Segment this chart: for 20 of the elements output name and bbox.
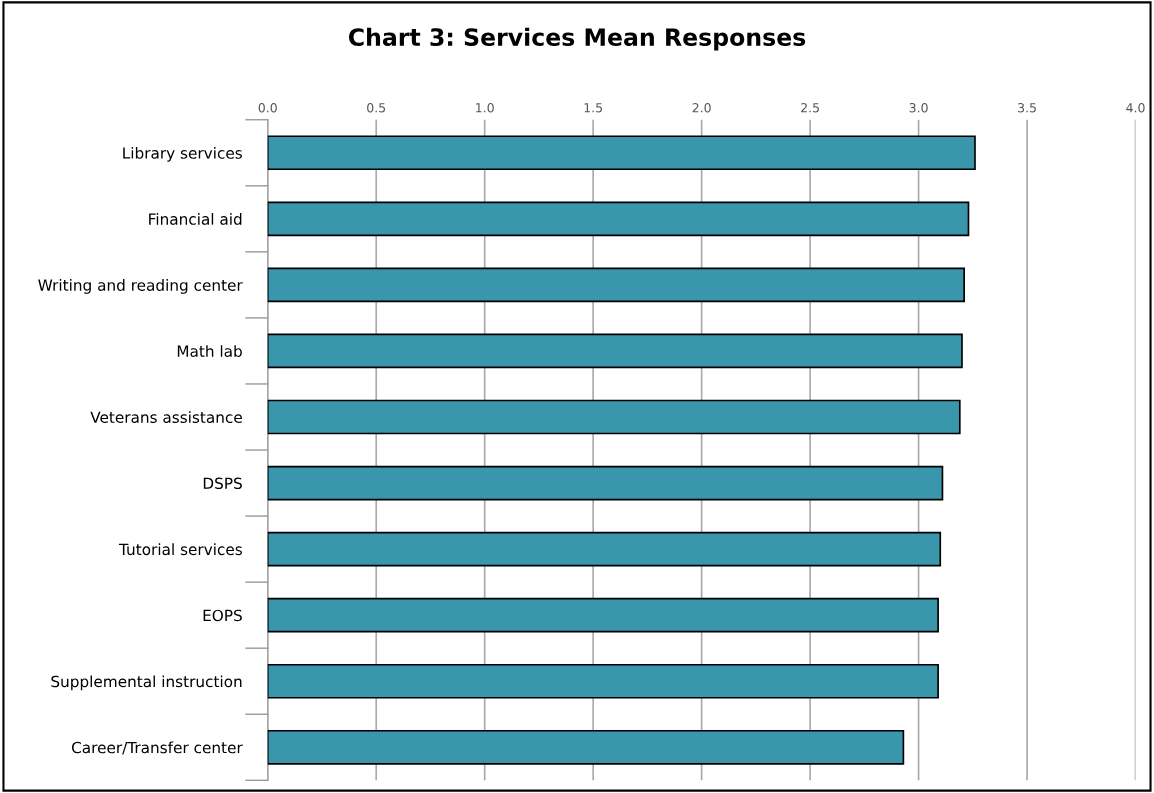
x-tick-label: 2.0 bbox=[692, 103, 711, 113]
x-tick-label: 1.5 bbox=[584, 103, 602, 113]
y-tick-label: Writing and reading center bbox=[38, 279, 243, 294]
x-tick-label: 0.5 bbox=[367, 103, 386, 113]
x-tick-label: 0.0 bbox=[258, 103, 277, 113]
y-tick-label: Veterans assistance bbox=[90, 411, 242, 424]
y-tick-label: Tutorial services bbox=[118, 543, 242, 556]
x-tick-label: 3.5 bbox=[1018, 103, 1036, 113]
y-tick-label: Financial aid bbox=[149, 213, 242, 225]
x-tick-label: 2.5 bbox=[801, 103, 819, 113]
y-tick-label: Supplemental instruction bbox=[51, 675, 242, 691]
y-tick-label: Career/Transfer center bbox=[71, 741, 243, 755]
x-tick-label: 1.0 bbox=[476, 103, 494, 113]
chart-title: Chart 3: Services Mean Responses bbox=[348, 27, 806, 51]
y-tick-label: Library services bbox=[123, 146, 242, 162]
x-tick-label: 3.0 bbox=[909, 103, 928, 113]
y-tick-label: EOPS bbox=[203, 609, 242, 622]
y-tick-label: Math lab bbox=[177, 345, 242, 357]
x-tick-label: 4.0 bbox=[1126, 103, 1145, 113]
y-tick-label: DSPS bbox=[203, 477, 242, 490]
